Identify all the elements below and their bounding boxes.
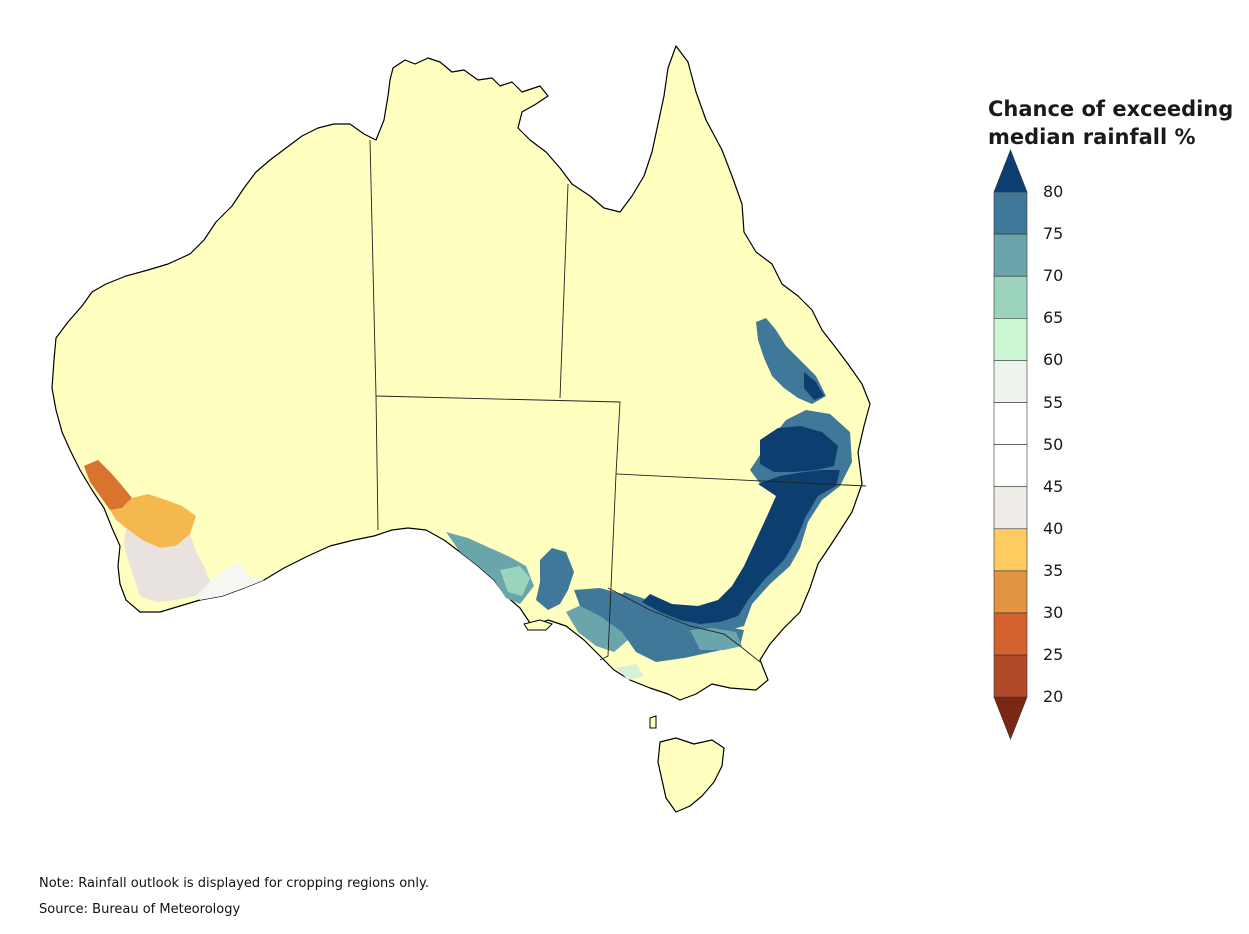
legend-bin-60-65	[993, 317, 1028, 361]
legend-bin-45-50	[993, 444, 1028, 488]
legend-bin-50-55	[993, 402, 1028, 445]
legend-bin-25-30	[993, 612, 1028, 656]
kangaroo-island	[523, 619, 553, 631]
region-sa-yorke-75	[536, 548, 574, 610]
legend-tick-55: 55	[1043, 392, 1064, 412]
legend-title-line1: Chance of exceeding	[988, 97, 1234, 121]
region-wa-40-45	[124, 528, 210, 602]
legend-bin-40-45	[993, 486, 1028, 530]
legend-tick-20: 20	[1043, 687, 1064, 707]
region-wa-45-55	[196, 562, 264, 600]
state-borders	[369, 139, 867, 663]
outlook-shading	[84, 318, 852, 680]
legend-tick-45: 45	[1043, 476, 1064, 496]
king-island	[649, 715, 657, 729]
tasmania	[657, 737, 725, 813]
region-qld-over-80	[804, 372, 824, 400]
legend-bin-35-40	[993, 528, 1028, 572]
australia-mainland	[51, 45, 871, 701]
legend-tick-30: 30	[1043, 603, 1064, 622]
legend-bin-<20	[993, 696, 1028, 741]
legend-colorbar	[993, 149, 1028, 741]
legend-bin-70-75	[993, 233, 1028, 277]
legend-tick-70: 70	[1043, 266, 1064, 286]
legend-title: Chance of exceeding median rainfall %	[988, 95, 1238, 151]
legend-bin-20-25	[993, 654, 1028, 698]
region-east-over-80	[642, 426, 840, 624]
legend-title-line2: median rainfall %	[988, 125, 1196, 149]
legend-tick-35: 35	[1043, 560, 1064, 580]
source-text: Source: Bureau of Meteorology	[39, 902, 241, 917]
region-vic-60-65	[616, 664, 644, 680]
region-wa-35-40	[110, 494, 196, 548]
legend-bin->80	[993, 149, 1028, 193]
region-sa-65-70	[500, 566, 530, 596]
legend-bin-55-60	[993, 360, 1028, 403]
region-wa-25-30	[84, 460, 132, 510]
region-east-70-75	[690, 628, 742, 650]
legend-tick-40: 40	[1043, 518, 1064, 538]
legend-tick-50: 50	[1043, 434, 1064, 454]
note-text: Note: Rainfall outlook is displayed for …	[39, 876, 429, 891]
legend-tick-65: 65	[1043, 308, 1064, 328]
legend-bin-65-70	[993, 275, 1028, 319]
legend-bin-75-80	[993, 191, 1028, 235]
legend-bin-30-35	[993, 570, 1028, 614]
legend-tick-60: 60	[1043, 350, 1064, 370]
legend-tick-75: 75	[1043, 224, 1064, 244]
legend-tick-80: 80	[1043, 182, 1064, 201]
legend-tick-25: 25	[1043, 645, 1064, 665]
